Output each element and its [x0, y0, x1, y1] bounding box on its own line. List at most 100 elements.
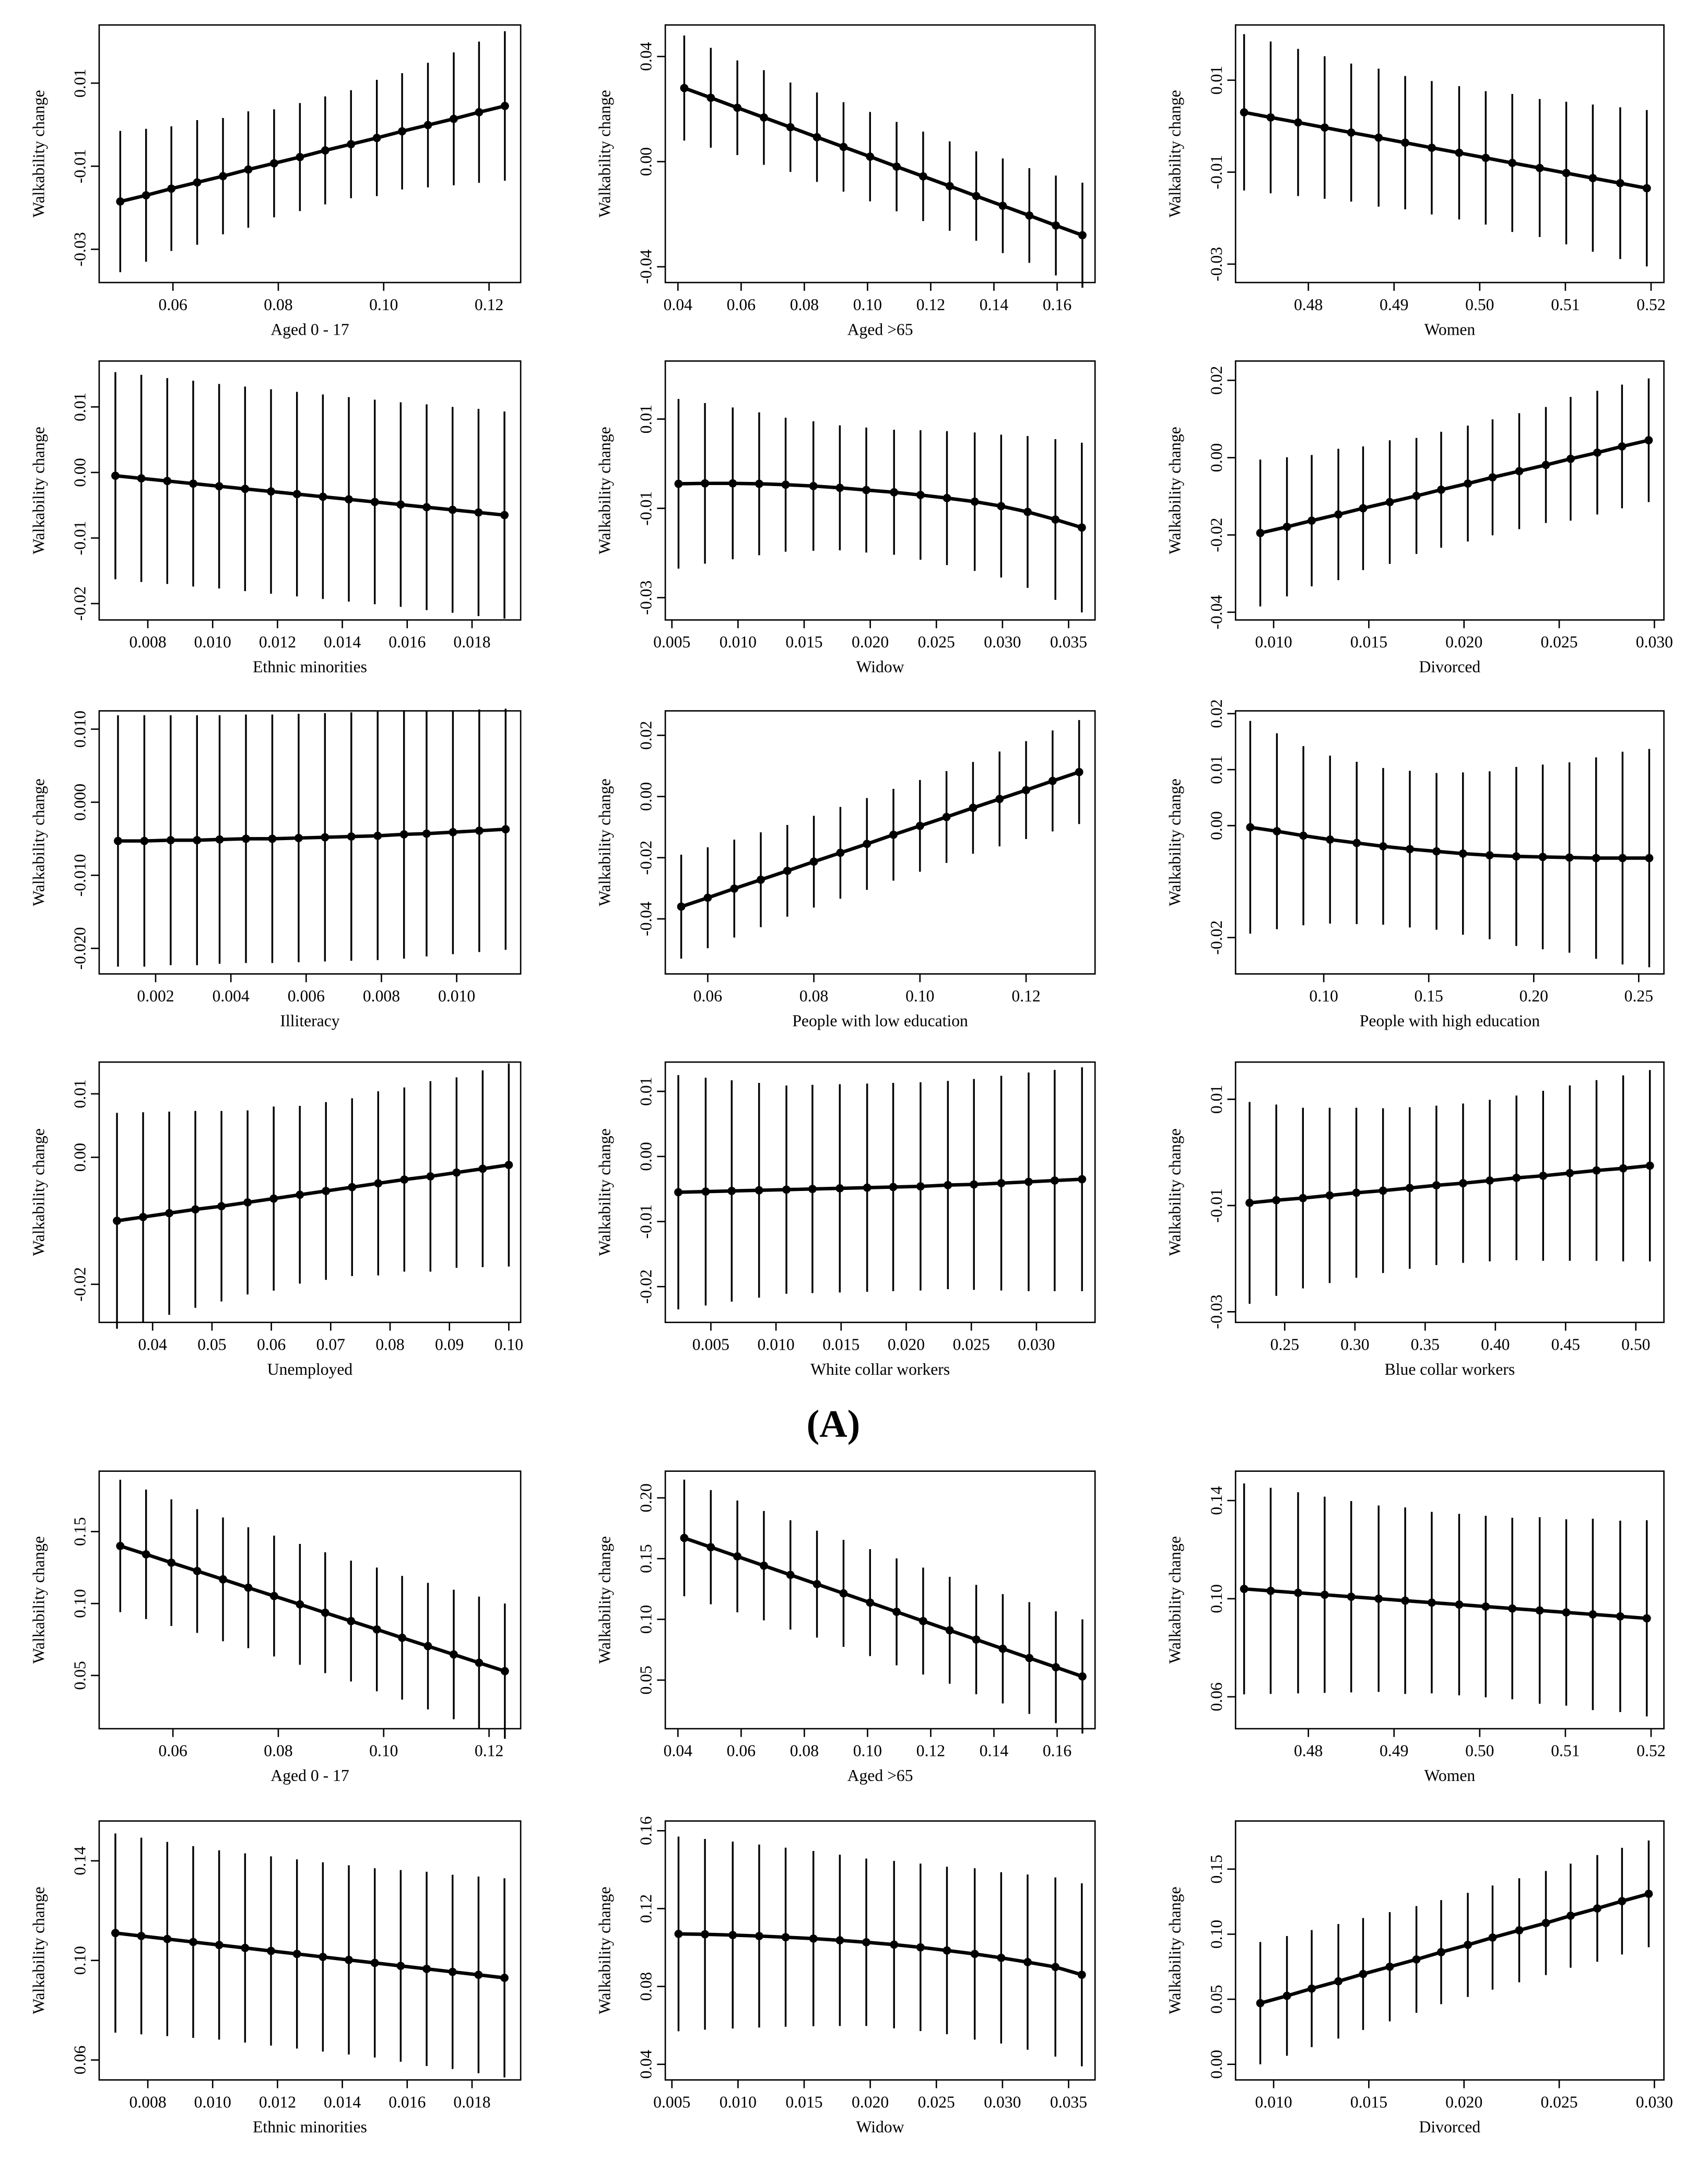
estimate-point — [863, 1183, 871, 1192]
plot-frame — [1234, 24, 1665, 284]
x-tick-label: 0.015 — [1350, 2093, 1387, 2111]
estimate-point — [944, 1181, 952, 1189]
y-tick-label: 0.05 — [637, 1666, 655, 1694]
estimate-point — [701, 1930, 709, 1939]
estimate-point — [1320, 1590, 1329, 1599]
estimate-point — [862, 486, 870, 494]
y-tick-label: -0.01 — [71, 149, 89, 183]
estimate-point — [862, 1938, 870, 1946]
y-axis-label: Walkability change — [596, 778, 614, 906]
plot-frame — [664, 710, 1096, 975]
estimate-point — [478, 1164, 487, 1173]
y-axis-label: Walkability change — [29, 778, 48, 906]
estimate-point — [1266, 1586, 1275, 1595]
estimate-point — [1458, 849, 1467, 858]
y-tick-label: -0.04 — [637, 902, 655, 936]
estimate-point — [1515, 1926, 1524, 1934]
estimate-point — [728, 1931, 737, 1940]
estimate-point — [733, 103, 741, 112]
y-axis-label: Walkability change — [596, 90, 614, 217]
x-tick-label: 0.35 — [1411, 1335, 1440, 1353]
plot-frame — [98, 710, 522, 975]
x-tick-label: 0.50 — [1465, 296, 1494, 314]
x-tick-label: 0.12 — [475, 296, 503, 314]
estimate-point — [215, 1941, 223, 1950]
x-axis-label: Divorced — [1419, 658, 1481, 676]
estimate-point — [866, 152, 875, 161]
estimate-point — [1508, 1604, 1517, 1613]
estimate-point — [760, 1561, 768, 1570]
estimate-point — [448, 1967, 457, 1976]
estimate-point — [1565, 853, 1574, 862]
estimate-point — [116, 197, 125, 206]
estimate-point — [889, 830, 898, 839]
estimate-point — [1405, 1184, 1414, 1193]
y-axis-label: Walkability change — [596, 1536, 614, 1663]
y-tick-label: 0.14 — [71, 1846, 89, 1875]
estimate-point — [998, 202, 1007, 210]
y-tick-label: 0.02 — [1207, 366, 1226, 395]
estimate-point — [890, 1940, 899, 1949]
y-axis-label: Walkability change — [29, 427, 48, 554]
estimate-point — [1406, 845, 1414, 854]
estimate-point — [294, 834, 303, 842]
panel: 0.06 0.08 0.10 0.12 -0.03 -0.01 0.01 Aged 0 - 1… — [29, 24, 522, 338]
y-tick-label: 0.01 — [71, 393, 89, 421]
estimate-point — [348, 1183, 357, 1191]
estimate-point — [500, 1974, 509, 1982]
estimate-point — [733, 1552, 741, 1561]
x-tick-label: 0.10 — [905, 987, 934, 1005]
estimate-point — [347, 140, 356, 149]
y-tick-label: -0.02 — [1207, 921, 1226, 955]
y-tick-label: 0.10 — [71, 1589, 89, 1618]
x-tick-label: 0.010 — [720, 2093, 757, 2111]
estimate-point — [1307, 516, 1316, 525]
plot-frame — [98, 24, 522, 284]
estimate-point — [1412, 491, 1421, 500]
estimate-point — [997, 1179, 1006, 1187]
panel: 0.06 0.08 0.10 0.12 -0.04 -0.02 0.00 0.02 People… — [596, 710, 1096, 1030]
plot-frame — [98, 1820, 522, 2081]
y-tick-label: -0.020 — [71, 927, 89, 970]
y-tick-label: 0.04 — [637, 2050, 655, 2079]
estimate-point — [193, 178, 202, 187]
x-axis-label: Widow — [856, 658, 904, 676]
estimate-point — [219, 1575, 227, 1584]
estimate-point — [396, 500, 405, 509]
y-tick-label: 0.08 — [637, 1972, 655, 2001]
estimate-line — [120, 104, 505, 204]
x-tick-label: 0.020 — [852, 633, 889, 651]
y-tick-label: -0.01 — [1207, 1188, 1226, 1223]
estimate-point — [111, 1929, 120, 1938]
y-axis-label: Walkability change — [29, 90, 48, 217]
estimate-point — [1052, 1663, 1061, 1672]
x-axis-label: Illiteracy — [280, 1012, 339, 1030]
estimate-point — [1644, 436, 1653, 445]
x-tick-label: 0.002 — [137, 987, 174, 1005]
estimate-point — [500, 102, 509, 110]
estimate-point — [1432, 847, 1441, 856]
estimate-point — [426, 1172, 435, 1181]
x-tick-label: 0.025 — [918, 2093, 955, 2111]
estimate-point — [836, 848, 845, 857]
estimate-point — [677, 902, 686, 911]
estimate-point — [1273, 827, 1281, 835]
y-tick-label: 0.01 — [71, 69, 89, 98]
estimate-point — [755, 479, 763, 488]
y-tick-label: 0.02 — [1207, 699, 1226, 728]
estimate-line — [678, 1932, 1082, 1977]
estimate-point — [1437, 1948, 1445, 1956]
x-tick-label: 0.014 — [324, 633, 361, 651]
y-axis-label: Walkability change — [596, 427, 614, 554]
estimate-point — [943, 494, 951, 502]
x-tick-label: 0.12 — [1011, 987, 1040, 1005]
x-tick-label: 0.50 — [1465, 1742, 1494, 1760]
estimate-point — [1539, 1171, 1548, 1180]
x-axis-label: White collar workers — [810, 1360, 950, 1378]
estimate-point — [1508, 159, 1517, 167]
estimate-point — [166, 836, 175, 845]
estimate-point — [1078, 1672, 1087, 1681]
x-tick-label: 0.06 — [727, 1742, 756, 1760]
estimate-point — [1078, 1175, 1087, 1184]
